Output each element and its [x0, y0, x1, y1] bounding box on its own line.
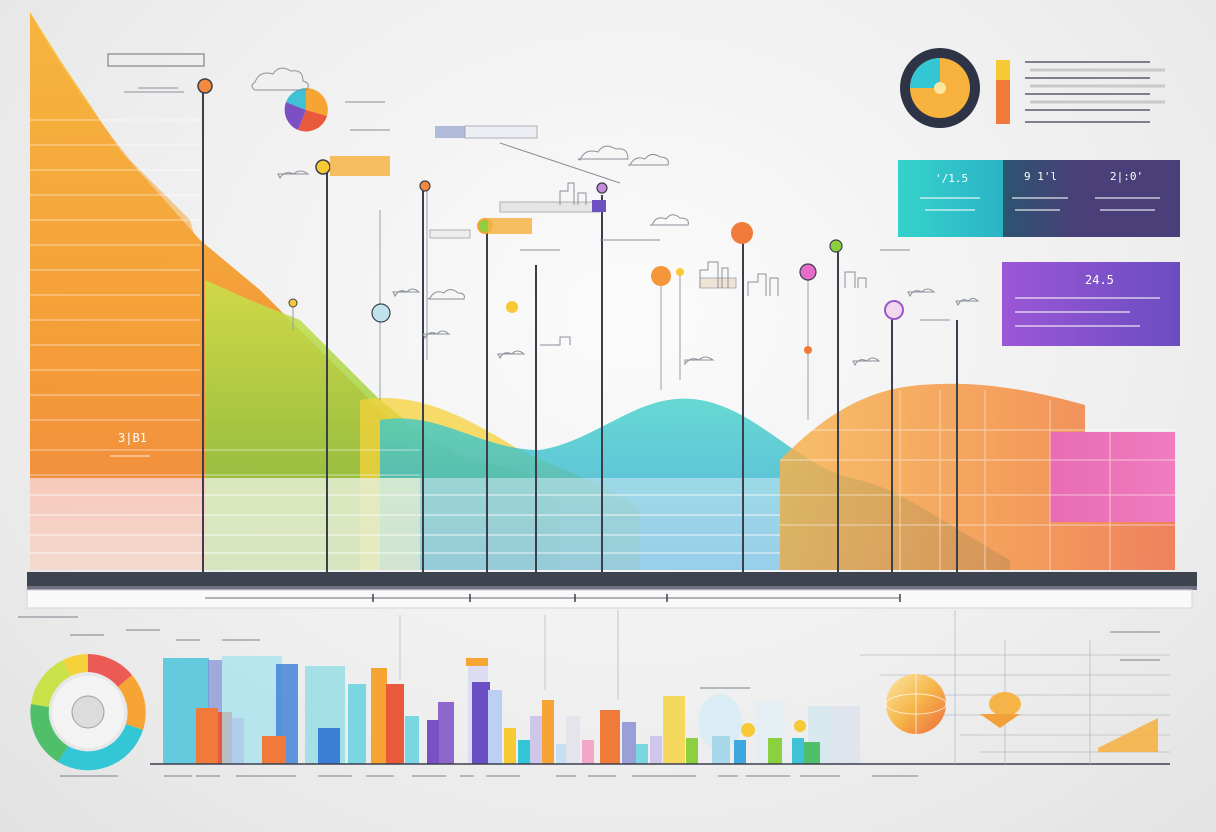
top-donut-chart: [900, 48, 980, 128]
thin-poles: [292, 185, 809, 420]
pin-marker-icon: [315, 159, 331, 175]
cloud-icon: [907, 288, 936, 298]
stat-card-3-value: 2|:0': [1110, 170, 1143, 183]
pin-marker-icon: [731, 222, 753, 244]
building-sketch-icon: [540, 336, 571, 346]
building-sketch-icon: [699, 261, 729, 288]
scribble-labels: [18, 616, 1160, 777]
cloud-icon: [852, 357, 881, 367]
pin-marker-icon: [651, 266, 671, 286]
sphere-icon: [885, 674, 947, 734]
cloud-icon: [427, 289, 465, 300]
cloud-icon: [955, 298, 980, 307]
sketch-decorations: [124, 67, 980, 367]
main-area-chart: 3|B1: [30, 12, 1175, 570]
building-sketch-icon: [747, 273, 779, 296]
left-bar-value: 3|B1: [118, 431, 147, 445]
pin-marker-icon: [371, 303, 391, 323]
cloud-icon: [251, 67, 309, 91]
cloud-icon: [392, 288, 421, 298]
purple-stat-card: [1002, 262, 1180, 346]
bottom-right-shapes: [980, 692, 1158, 752]
stat-card-2-value: 9 1'l: [1024, 170, 1057, 183]
pale-row-mid: [205, 478, 420, 570]
pin-marker-icon: [829, 239, 843, 253]
stripe-lines: [30, 119, 1175, 526]
building-sketch-icon: [844, 271, 867, 288]
pin-marker-icon: [884, 300, 904, 320]
left-orange-shadow: [30, 12, 210, 570]
cloud-icon: [628, 153, 669, 166]
pin-marker-icon: [799, 263, 817, 281]
bottom-bar-chart: [163, 656, 860, 764]
pin-marker-icon: [804, 346, 812, 354]
pin-marker-icon: [197, 78, 213, 94]
cloud-icon: [577, 145, 629, 161]
pie-chart-icon: [284, 88, 328, 132]
building-sketch-icon: [559, 182, 587, 205]
stat-card-1-value: '/1.5: [935, 172, 968, 185]
purple-card-value: 24.5: [1085, 273, 1114, 287]
stat-cards: '/1.5 9 1'l 2|:0' 24.5: [898, 160, 1180, 346]
pole-markers: [202, 88, 958, 572]
pin-marker-icon: [596, 182, 608, 194]
top-legend: [996, 60, 1165, 124]
building-sketch-icon: [684, 356, 715, 366]
cloud-icon: [650, 214, 689, 226]
pin-marker-icon: [676, 268, 684, 276]
bottom-donut-chart: [30, 654, 146, 771]
cloud-icon: [497, 350, 526, 360]
cloud-icon: [277, 170, 310, 180]
chart-baseline: [26, 572, 1197, 609]
pin-marker-icon: [419, 180, 431, 192]
pin-marker-icon: [288, 298, 298, 308]
pin-marker-icon: [506, 301, 518, 313]
pale-row-blue: [420, 478, 780, 570]
pink-block: [1050, 432, 1175, 522]
pale-row-left: [30, 478, 205, 570]
cloud-icon: [422, 330, 451, 340]
